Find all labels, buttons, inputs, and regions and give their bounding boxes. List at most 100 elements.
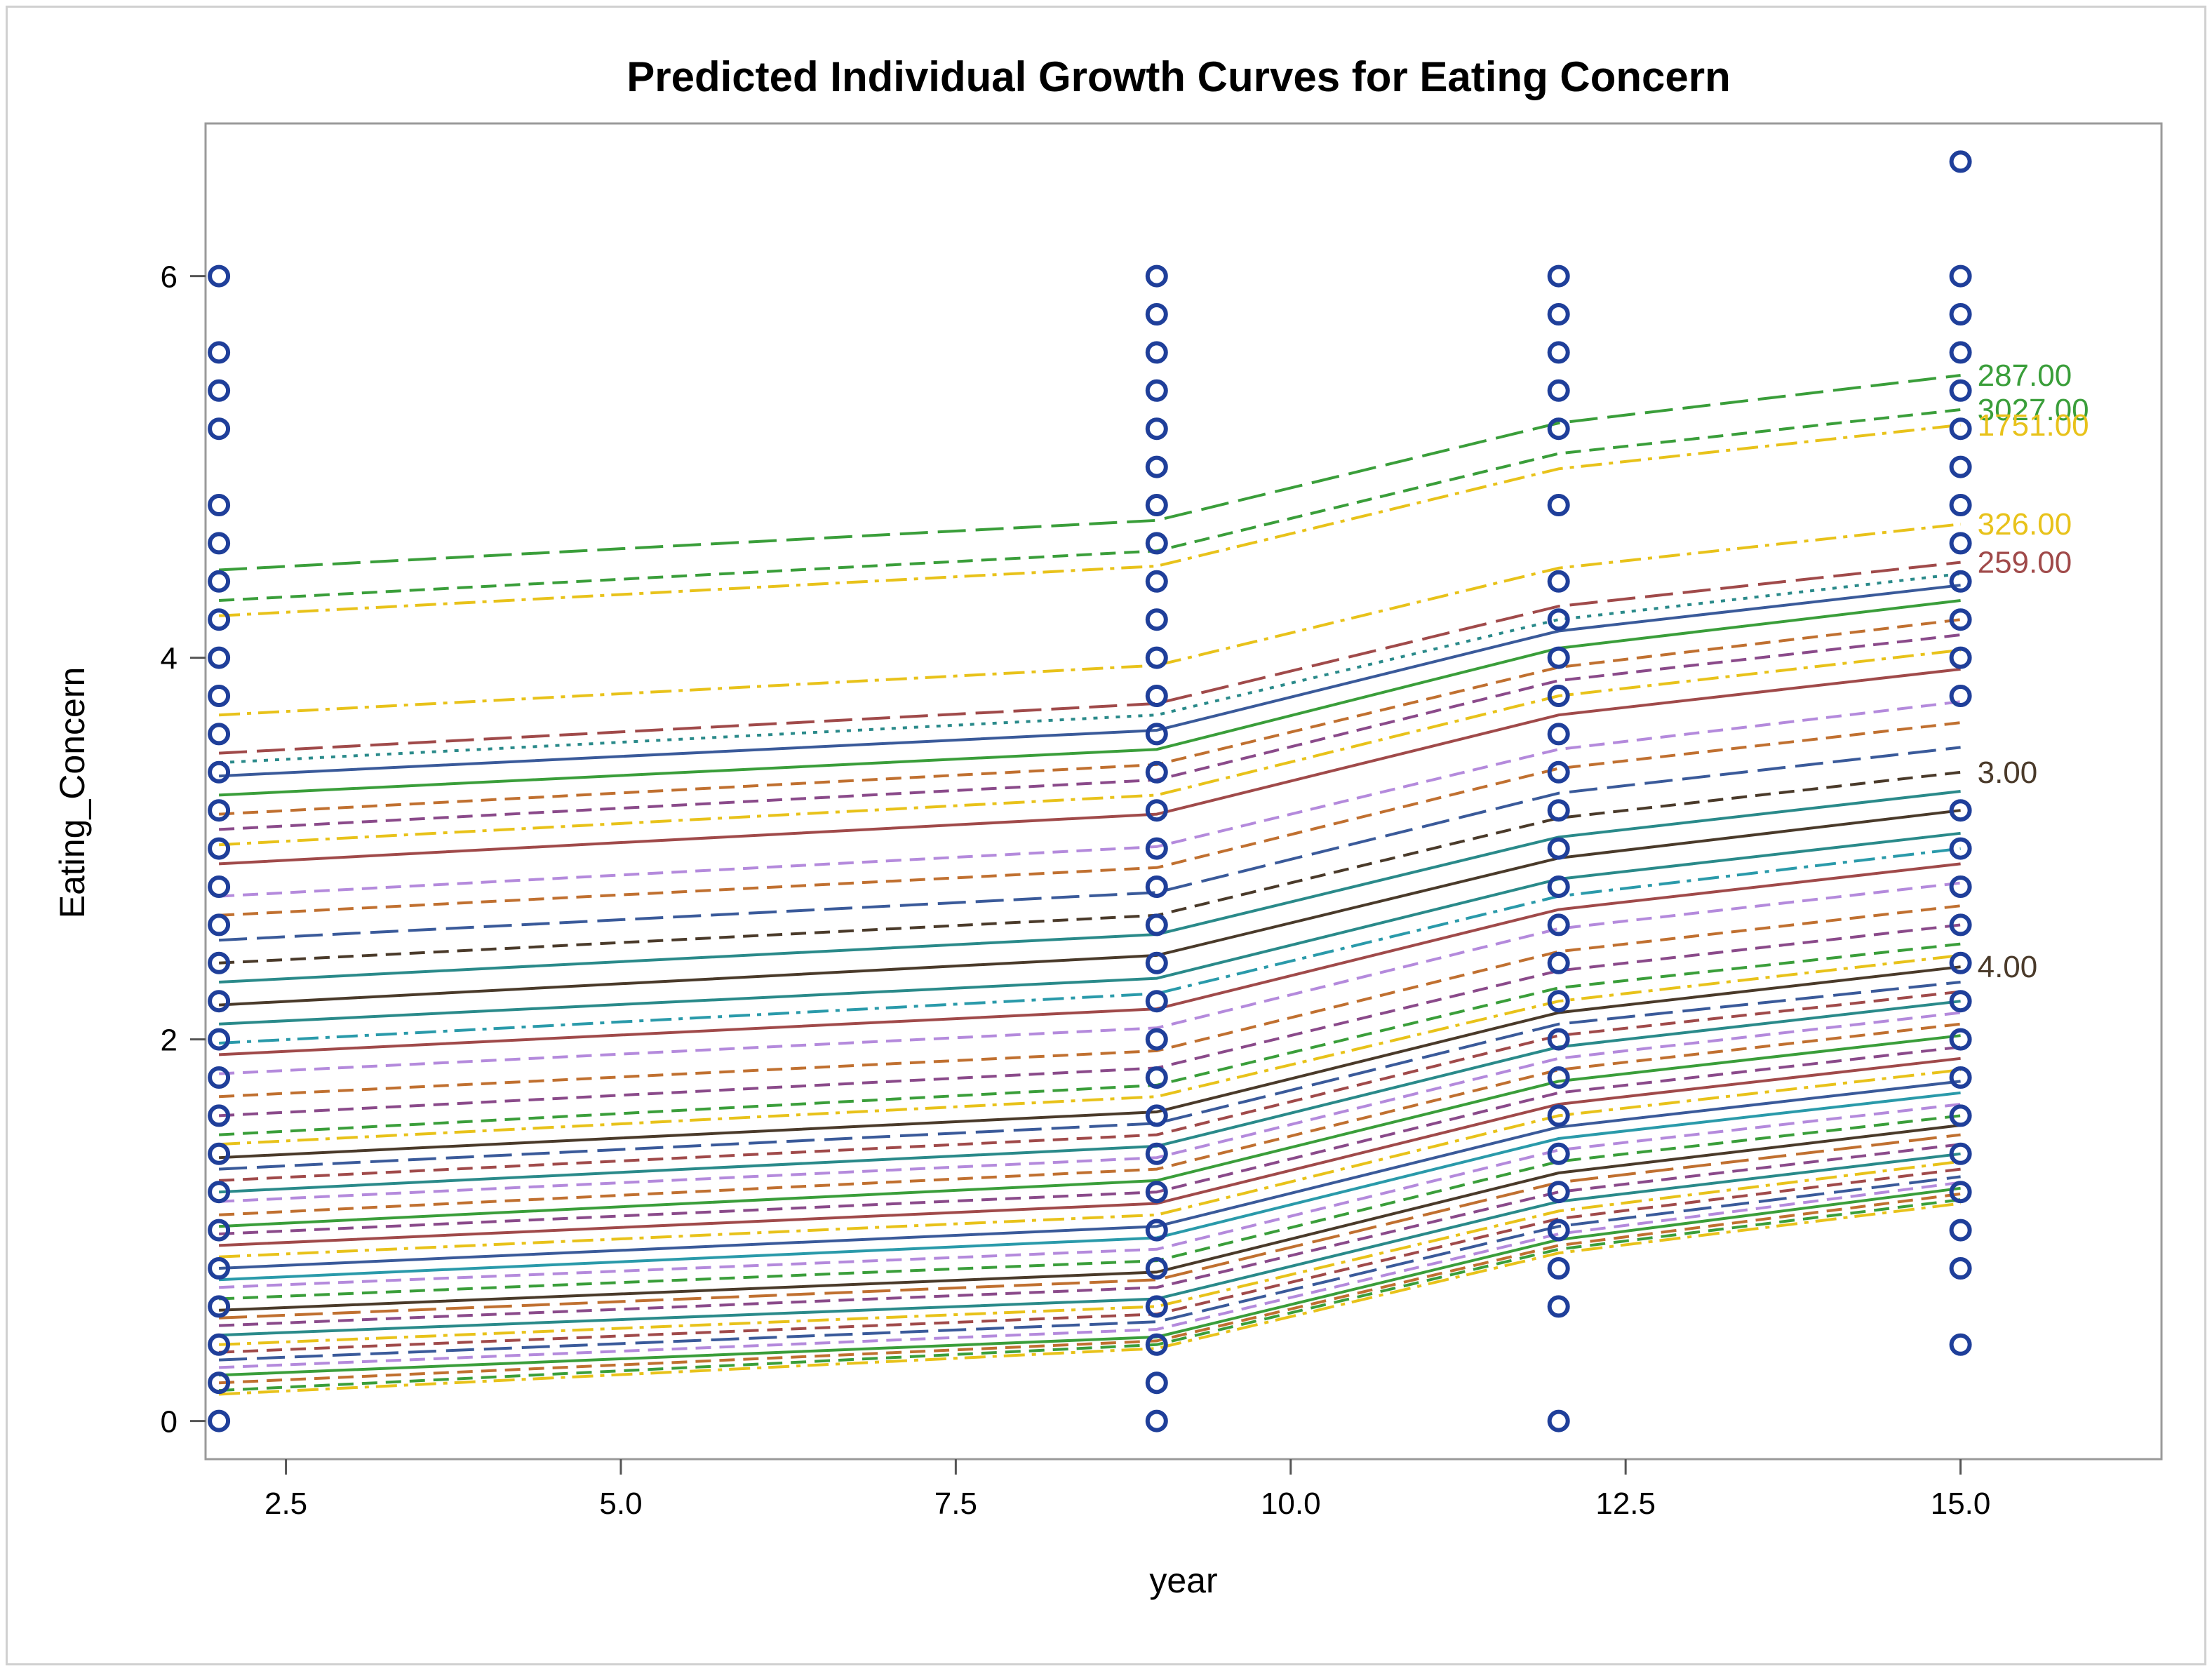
observed-point-9-18 bbox=[1145, 723, 1168, 746]
observed-point-12-4 bbox=[1547, 1181, 1570, 1204]
observed-point-9-6 bbox=[1145, 1181, 1168, 1204]
observed-point-2-2 bbox=[208, 1333, 231, 1356]
series-line-2 bbox=[218, 423, 1961, 617]
observed-point-2-27 bbox=[208, 341, 231, 364]
observed-point-12-6 bbox=[1547, 1104, 1570, 1127]
series-line-38 bbox=[219, 1103, 1961, 1289]
observed-point-9-21 bbox=[1145, 608, 1168, 631]
observed-point-2-8 bbox=[208, 1104, 231, 1127]
observed-point-2-22 bbox=[208, 570, 231, 593]
observed-point-15-12 bbox=[1949, 837, 1972, 860]
curve-label-3: 326.00 bbox=[1978, 507, 2072, 542]
observed-point-9-12 bbox=[1145, 951, 1168, 974]
series-line-30 bbox=[219, 1011, 1961, 1203]
y-axis: 0 2 4 6 bbox=[161, 260, 206, 1440]
x-tick-label-1: 5.0 bbox=[599, 1487, 642, 1521]
y-axis-label: Eating_Concern bbox=[53, 667, 92, 919]
observed-point-9-29 bbox=[1145, 303, 1168, 326]
series-line-49 bbox=[219, 1192, 1961, 1385]
observed-point-2-25 bbox=[208, 417, 231, 441]
series-line-44 bbox=[219, 1160, 1961, 1346]
series-line-36 bbox=[219, 1080, 1961, 1270]
series-line-13 bbox=[218, 721, 1961, 917]
observed-point-12-8 bbox=[1547, 1028, 1570, 1051]
observed-point-9-0 bbox=[1145, 1409, 1168, 1432]
observed-point-9-10 bbox=[1145, 1028, 1168, 1051]
observed-point-15-15 bbox=[1949, 646, 1972, 669]
series-line-42 bbox=[219, 1143, 1961, 1327]
series-line-47 bbox=[219, 1181, 1961, 1369]
series-line-23 bbox=[218, 923, 1961, 1118]
observed-point-12-19 bbox=[1547, 608, 1570, 631]
observed-point-12-2 bbox=[1547, 1257, 1570, 1280]
observed-point-15-16 bbox=[1949, 608, 1972, 631]
series-line-28 bbox=[219, 990, 1961, 1182]
observed-point-12-3 bbox=[1547, 1219, 1570, 1242]
y-tick-label-2: 4 bbox=[161, 642, 177, 676]
observed-point-15-13 bbox=[1949, 799, 1972, 822]
series-line-16 bbox=[218, 790, 1961, 984]
observed-point-15-20 bbox=[1949, 455, 1972, 478]
observed-points bbox=[208, 150, 1972, 1432]
observed-point-12-12 bbox=[1547, 875, 1570, 898]
observed-point-2-19 bbox=[208, 685, 231, 707]
observed-point-2-0 bbox=[208, 1409, 231, 1432]
observed-point-12-17 bbox=[1547, 685, 1570, 707]
observed-point-9-4 bbox=[1145, 1257, 1168, 1280]
observed-point-9-9 bbox=[1145, 1066, 1168, 1089]
observed-point-2-20 bbox=[208, 646, 231, 669]
observed-point-2-28 bbox=[208, 264, 231, 288]
x-tick-label-0: 2.5 bbox=[264, 1487, 307, 1521]
observed-point-9-17 bbox=[1145, 760, 1168, 784]
observed-point-15-24 bbox=[1949, 303, 1972, 326]
x-tick-label-5: 15.0 bbox=[1931, 1487, 1991, 1521]
series-line-1 bbox=[218, 408, 1961, 602]
series-line-40 bbox=[219, 1124, 1961, 1312]
series-line-37 bbox=[219, 1091, 1961, 1282]
observed-point-9-2 bbox=[1145, 1333, 1168, 1356]
observed-point-15-5 bbox=[1949, 1104, 1972, 1127]
series-line-21 bbox=[219, 881, 1961, 1075]
observed-point-12-15 bbox=[1547, 760, 1570, 784]
series-line-22 bbox=[219, 904, 1961, 1099]
observed-point-15-3 bbox=[1949, 1181, 1972, 1204]
series-line-24 bbox=[218, 942, 1961, 1136]
observed-point-15-22 bbox=[1949, 379, 1972, 402]
observed-point-2-15 bbox=[208, 837, 231, 860]
observed-point-9-30 bbox=[1145, 264, 1168, 288]
observed-point-9-5 bbox=[1145, 1219, 1168, 1242]
observed-point-15-23 bbox=[1949, 341, 1972, 364]
observed-point-12-14 bbox=[1547, 799, 1570, 822]
observed-point-9-24 bbox=[1145, 494, 1168, 516]
observed-point-2-23 bbox=[208, 532, 231, 555]
y-tick-label-0: 0 bbox=[161, 1405, 177, 1440]
observed-point-2-5 bbox=[208, 1219, 231, 1242]
observed-point-2-1 bbox=[208, 1371, 231, 1395]
series-line-25 bbox=[218, 953, 1961, 1146]
series-line-35 bbox=[219, 1068, 1961, 1259]
observed-point-15-14 bbox=[1949, 685, 1972, 707]
observed-point-12-0 bbox=[1547, 1409, 1570, 1432]
series-line-4 bbox=[218, 561, 1961, 755]
observed-point-15-21 bbox=[1949, 417, 1972, 441]
observed-point-9-14 bbox=[1145, 875, 1168, 898]
x-axis-label: year bbox=[1149, 1561, 1217, 1600]
series-line-3 bbox=[218, 523, 1961, 717]
observed-point-15-4 bbox=[1949, 1142, 1972, 1165]
series-line-39 bbox=[219, 1114, 1961, 1301]
observed-point-9-20 bbox=[1145, 646, 1168, 669]
series-line-31 bbox=[219, 1022, 1961, 1216]
curve-label-1: 3027.00 bbox=[1978, 393, 2089, 427]
observed-point-15-2 bbox=[1949, 1219, 1972, 1242]
observed-point-9-11 bbox=[1145, 990, 1168, 1013]
observed-point-12-23 bbox=[1547, 379, 1570, 402]
observed-point-15-18 bbox=[1949, 532, 1972, 555]
observed-point-2-7 bbox=[208, 1142, 231, 1165]
observed-point-2-9 bbox=[208, 1066, 231, 1089]
observed-point-12-24 bbox=[1547, 341, 1570, 364]
observed-point-9-15 bbox=[1145, 837, 1168, 860]
observed-point-2-17 bbox=[208, 760, 231, 784]
observed-point-12-16 bbox=[1547, 723, 1570, 746]
